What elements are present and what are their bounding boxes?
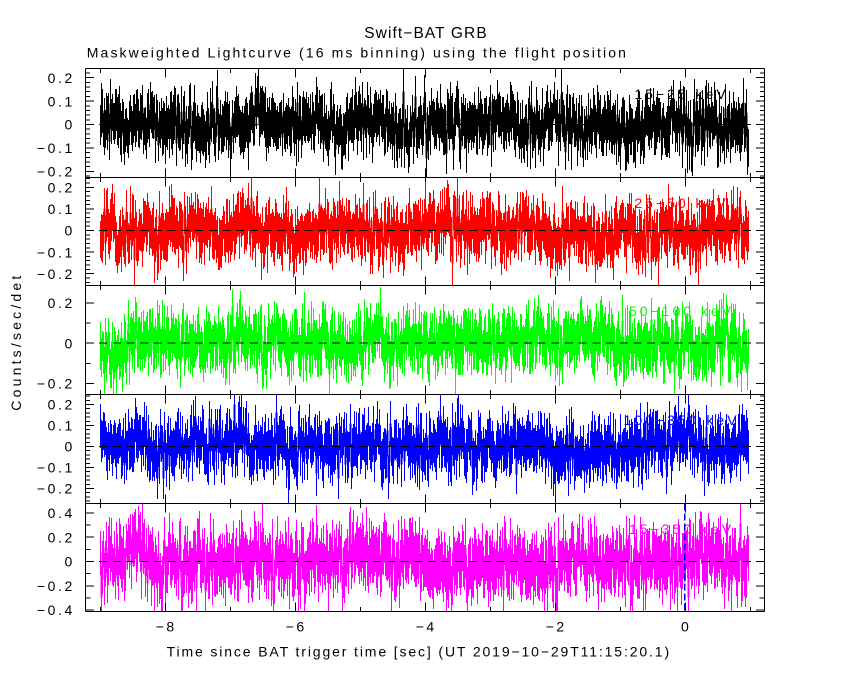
svg-text:−0.2: −0.2 — [37, 266, 75, 282]
svg-text:Maskweighted Lightcurve (16 ms: Maskweighted Lightcurve (16 ms binning) … — [87, 45, 628, 61]
svg-text:0.2: 0.2 — [48, 529, 75, 545]
svg-text:0: 0 — [65, 223, 75, 239]
svg-text:0.2: 0.2 — [48, 70, 75, 86]
svg-text:0: 0 — [681, 619, 691, 635]
svg-text:−0.1: −0.1 — [37, 460, 75, 476]
svg-text:0.2: 0.2 — [48, 180, 75, 196]
svg-text:Time since BAT trigger time [s: Time since BAT trigger time [sec] (UT 20… — [167, 643, 671, 659]
svg-text:0.2: 0.2 — [48, 397, 75, 413]
svg-text:0.1: 0.1 — [48, 201, 75, 217]
svg-text:0: 0 — [65, 554, 75, 570]
svg-text:0: 0 — [65, 335, 75, 351]
svg-text:−0.4: −0.4 — [37, 602, 75, 618]
svg-text:0.1: 0.1 — [48, 93, 75, 109]
svg-text:−0.1: −0.1 — [37, 140, 75, 156]
svg-text:0: 0 — [65, 117, 75, 133]
svg-text:50−100 keV: 50−100 keV — [629, 303, 734, 319]
svg-text:−0.2: −0.2 — [37, 578, 75, 594]
svg-text:−0.2: −0.2 — [37, 164, 75, 180]
svg-text:Counts/sec/det: Counts/sec/det — [8, 273, 24, 411]
svg-text:−0.1: −0.1 — [37, 244, 75, 260]
svg-text:−0.2: −0.2 — [37, 481, 75, 497]
svg-text:0: 0 — [65, 439, 75, 455]
svg-text:0.4: 0.4 — [48, 505, 75, 521]
svg-text:0.1: 0.1 — [48, 418, 75, 434]
svg-text:−4: −4 — [416, 619, 437, 635]
svg-text:0.2: 0.2 — [48, 295, 75, 311]
svg-text:−6: −6 — [286, 619, 307, 635]
svg-text:Swift−BAT GRB: Swift−BAT GRB — [364, 25, 488, 42]
svg-text:−0.2: −0.2 — [37, 376, 75, 392]
svg-text:−8: −8 — [156, 619, 177, 635]
svg-text:−2: −2 — [546, 619, 567, 635]
